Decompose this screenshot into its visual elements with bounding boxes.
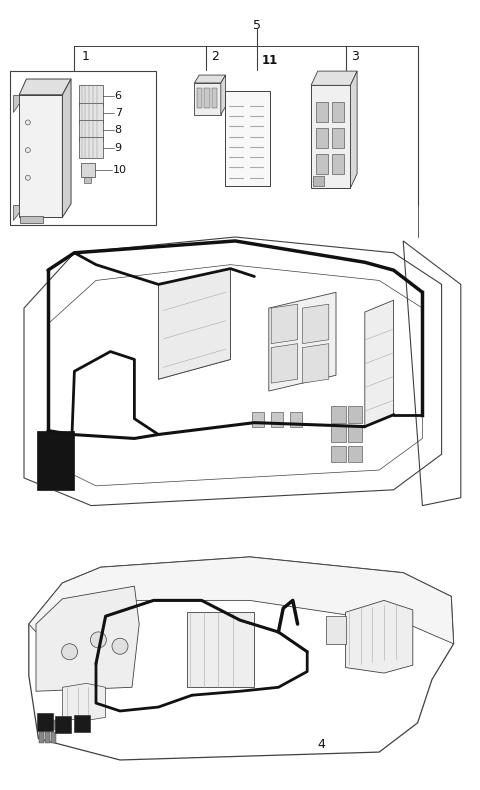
Bar <box>225 91 270 186</box>
Polygon shape <box>62 79 71 217</box>
Polygon shape <box>74 715 90 732</box>
Polygon shape <box>79 120 103 141</box>
Polygon shape <box>221 75 226 115</box>
Polygon shape <box>348 446 362 462</box>
Polygon shape <box>365 300 394 427</box>
Polygon shape <box>29 557 454 644</box>
Polygon shape <box>79 137 103 158</box>
Circle shape <box>25 148 30 152</box>
Bar <box>10 71 156 225</box>
Polygon shape <box>39 732 44 743</box>
Polygon shape <box>45 720 50 730</box>
Polygon shape <box>271 344 298 383</box>
Polygon shape <box>158 269 230 379</box>
Polygon shape <box>331 426 346 442</box>
Polygon shape <box>194 83 221 115</box>
Polygon shape <box>39 720 44 730</box>
Polygon shape <box>311 71 357 85</box>
Polygon shape <box>36 586 139 691</box>
Polygon shape <box>346 600 413 673</box>
Text: 10: 10 <box>113 165 127 175</box>
Text: 4: 4 <box>318 738 325 750</box>
Polygon shape <box>302 344 329 383</box>
Polygon shape <box>271 412 283 427</box>
Polygon shape <box>311 85 350 188</box>
Polygon shape <box>84 177 91 183</box>
Circle shape <box>90 632 107 648</box>
Polygon shape <box>79 85 103 106</box>
Circle shape <box>25 175 30 180</box>
Text: 9: 9 <box>115 143 122 152</box>
Bar <box>212 88 217 108</box>
Bar <box>332 102 344 122</box>
Polygon shape <box>19 95 62 217</box>
Polygon shape <box>331 446 346 462</box>
Polygon shape <box>13 95 19 112</box>
Text: 5: 5 <box>253 19 261 32</box>
Polygon shape <box>51 720 56 730</box>
Polygon shape <box>62 683 106 720</box>
Polygon shape <box>20 216 43 223</box>
Polygon shape <box>313 176 324 186</box>
Bar <box>316 154 328 174</box>
Bar <box>326 616 346 644</box>
Circle shape <box>25 120 30 125</box>
Bar <box>316 102 328 122</box>
Polygon shape <box>271 304 298 344</box>
Polygon shape <box>158 269 230 379</box>
Polygon shape <box>252 412 264 427</box>
Bar <box>204 88 210 108</box>
Polygon shape <box>269 292 336 391</box>
Bar <box>332 128 344 148</box>
Polygon shape <box>290 412 302 427</box>
Text: 3: 3 <box>351 51 359 63</box>
Circle shape <box>61 644 78 660</box>
Text: 8: 8 <box>115 126 122 135</box>
Polygon shape <box>81 163 95 177</box>
Polygon shape <box>51 732 56 743</box>
Polygon shape <box>350 71 357 188</box>
Text: 2: 2 <box>211 51 219 63</box>
Polygon shape <box>194 75 226 83</box>
Text: 7: 7 <box>115 108 122 118</box>
Polygon shape <box>37 431 74 490</box>
Polygon shape <box>79 103 103 123</box>
Polygon shape <box>331 406 346 423</box>
Text: 6: 6 <box>115 91 122 100</box>
Bar <box>187 612 254 687</box>
Polygon shape <box>37 713 53 731</box>
Text: 11: 11 <box>262 54 278 66</box>
Polygon shape <box>55 716 71 733</box>
Bar <box>332 154 344 174</box>
Polygon shape <box>13 205 19 220</box>
Text: 1: 1 <box>82 51 89 63</box>
Polygon shape <box>348 426 362 442</box>
Circle shape <box>112 638 128 654</box>
Polygon shape <box>302 304 329 344</box>
Bar <box>197 88 202 108</box>
Bar <box>316 128 328 148</box>
Polygon shape <box>348 406 362 423</box>
Polygon shape <box>19 79 71 95</box>
Polygon shape <box>45 732 50 743</box>
